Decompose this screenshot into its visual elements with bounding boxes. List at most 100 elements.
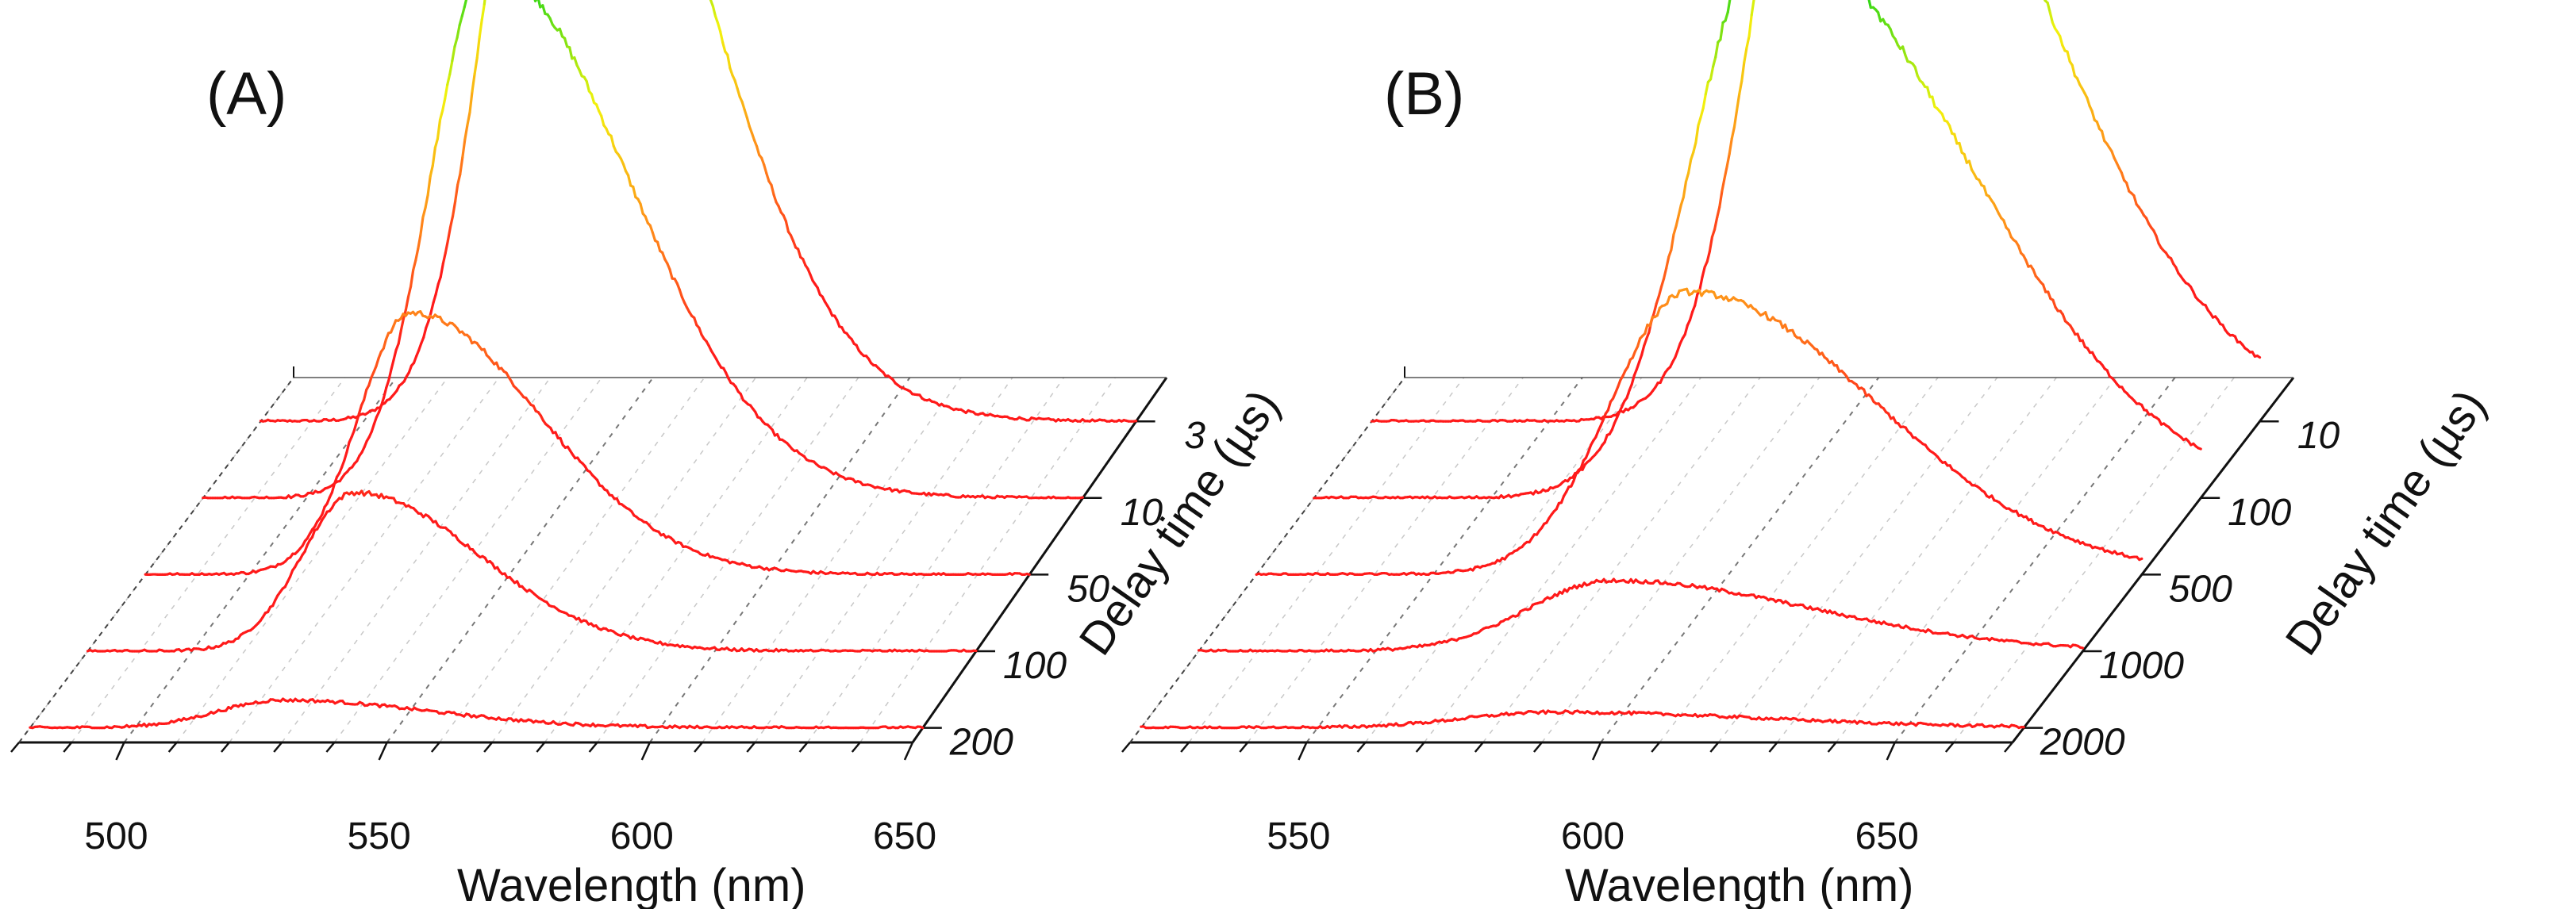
- x-minor-tick: [746, 742, 756, 753]
- spectrum-segment: [414, 247, 420, 263]
- spectrum-segment: [453, 36, 459, 48]
- spectrum-segment: [355, 412, 360, 424]
- x-minor-tick: [2004, 742, 2013, 753]
- spectrum-segment: [2120, 171, 2126, 182]
- spectrum-segment: [585, 80, 590, 93]
- spectrum-series: [259, 0, 1138, 423]
- x-tick-label: 650: [873, 815, 936, 857]
- x-minor-tick: [63, 742, 73, 753]
- spectrum-segment: [404, 295, 410, 312]
- spectrum-segment: [1740, 60, 1746, 82]
- depth-tick-label: 1000: [2099, 645, 2184, 687]
- spectrum-segment: [1716, 205, 1721, 219]
- spectrum-segment: [426, 175, 432, 197]
- spectrum-segment: [446, 72, 452, 86]
- spectrum-segment: [1931, 95, 1936, 109]
- spectrum-segment: [656, 240, 662, 252]
- spectrum-segment: [563, 36, 569, 48]
- x-minor-tick: [1532, 742, 1543, 753]
- spectrum-segment: [1579, 459, 1585, 470]
- minor-gridline: [71, 377, 346, 743]
- x-minor-tick: [1356, 742, 1367, 753]
- minor-gridline: [544, 377, 808, 743]
- spectrum-segment: [627, 174, 632, 187]
- panel-label: (B): [1384, 60, 1464, 128]
- spectrum-segment: [1738, 79, 1744, 96]
- spectrum-segment: [573, 56, 579, 67]
- minor-gridline: [1424, 377, 1701, 743]
- spectrum-segment: [719, 29, 725, 44]
- spectrum-series: [1370, 0, 2262, 423]
- minor-gridline: [333, 377, 602, 743]
- spectrum-segment: [726, 53, 732, 70]
- spectrum-segment: [2046, 1, 2051, 14]
- spectrum-segment: [1659, 277, 1666, 289]
- minor-gridline: [702, 377, 962, 743]
- minor-gridline: [1541, 377, 1821, 743]
- x-minor-tick: [588, 742, 598, 753]
- spectrum-segment: [2048, 11, 2055, 25]
- spectrum-segment: [1694, 293, 1699, 307]
- spectrum-segment: [1705, 250, 1711, 263]
- spectrum-segment: [451, 200, 457, 218]
- spectrum-segment: [639, 202, 644, 215]
- spectrum-segment: [429, 164, 434, 178]
- spectrum-segment: [466, 111, 471, 127]
- spectrum-segment: [1684, 171, 1690, 183]
- spectrum-segment: [1692, 141, 1697, 154]
- depth-tick-label: 2000: [2040, 722, 2125, 764]
- left-edge-line: [18, 377, 294, 743]
- depth-axis-title: Delay time (µs): [1069, 381, 1290, 665]
- minor-gridline: [754, 377, 1013, 743]
- spectrum-segment: [1709, 65, 1715, 81]
- spectrum-segment: [1699, 106, 1705, 119]
- spectrum-segment: [352, 420, 358, 432]
- x-minor-tick: [694, 742, 704, 753]
- spectrum-segment: [1721, 177, 1726, 193]
- spectrum-segment: [1947, 124, 1954, 135]
- spectrum-segment: [1732, 109, 1739, 128]
- spectrum-segment: [1683, 324, 1689, 336]
- spectrum-segment: [668, 267, 674, 280]
- minor-gridline: [281, 377, 552, 743]
- spectrum-segment: [1735, 93, 1741, 112]
- spectrum-segment: [1712, 56, 1717, 68]
- x-minor-tick: [1474, 742, 1484, 753]
- x-minor-tick: [1768, 742, 1778, 753]
- depth-tick-label: 100: [1003, 645, 1067, 687]
- spectrum-segment: [1867, 0, 1872, 10]
- x-minor-tick: [1415, 742, 1425, 753]
- spectrum-segment: [439, 262, 444, 278]
- depth-tick-label: 100: [2228, 492, 2291, 534]
- spectrum-segment: [448, 214, 455, 229]
- spectrum-segment: [1636, 337, 1642, 348]
- spectrum-segment: [1725, 152, 1731, 168]
- spectrum-segment: [1953, 132, 1959, 145]
- minor-gridline: [1659, 377, 1939, 743]
- spectrum-segment: [2155, 234, 2160, 245]
- spectrum-segment: [2138, 557, 2143, 562]
- spectrum-segment: [433, 137, 440, 149]
- major-gridline: [1894, 377, 2176, 743]
- spectrum-segment: [383, 386, 388, 399]
- spectrum-segment: [468, 90, 474, 114]
- spectrum-segment: [1704, 80, 1710, 96]
- spectrum-segment: [609, 134, 615, 148]
- spectrum-segment: [716, 21, 722, 33]
- spectrum-segment: [1640, 344, 1646, 357]
- spectrum-segment: [568, 46, 574, 60]
- spectrum-segment: [1967, 159, 1974, 171]
- spectrum-segment: [456, 173, 462, 186]
- spectrum-segment: [2100, 129, 2106, 143]
- spectrum-segment: [736, 86, 741, 98]
- spectrum-segment: [330, 482, 336, 494]
- x-minor-tick: [1121, 742, 1131, 753]
- spectrum-segment: [721, 40, 727, 53]
- spectrum-segment: [345, 441, 351, 454]
- x-minor-tick: [220, 742, 230, 753]
- x-major-tick: [903, 742, 914, 761]
- spectrum-segment: [461, 138, 467, 159]
- spectrum-segment: [370, 423, 375, 433]
- spectrum-segment: [434, 282, 440, 296]
- spectrum-segment: [1728, 136, 1733, 155]
